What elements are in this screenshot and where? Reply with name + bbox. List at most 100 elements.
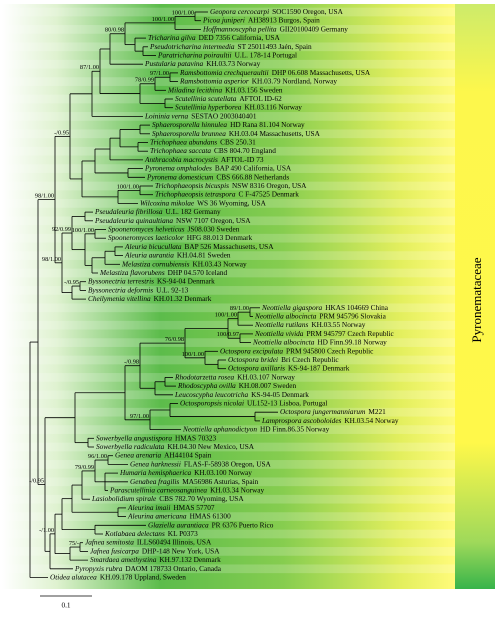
taxon-label: Trichophaea abundans CBS 250.31 [150, 137, 256, 146]
voucher: SOC1590 Oregon, USA [272, 7, 343, 16]
scale-label: 0.1 [61, 601, 70, 610]
voucher: AFTOL ID-62 [239, 94, 282, 103]
voucher: KH.01.32 Denmark [154, 294, 212, 303]
taxon-label: Sowerbyella angustispora HMAS 70323 [96, 433, 217, 442]
taxon-label: Spooneromyces laeticolor HFG 88.013 Denma… [108, 233, 253, 242]
row-stripe [2, 129, 455, 139]
taxon-label: Rhodotarzetta rosea KH.03.107 Norway [174, 372, 295, 381]
row-stripe [2, 59, 455, 69]
taxon-label: Genea arenaria AH44104 Spain [115, 450, 212, 459]
taxon-label: Pustularia patavina KH.03.73 Norway [144, 59, 261, 68]
species-name: Genabea fragilis [130, 476, 179, 485]
species-name: Paratricharina poiraultii [157, 50, 232, 59]
taxon-label: Parascutellinia carneosanguinea KH.03.34 … [109, 485, 265, 494]
voucher: KH.04.81 Sweden [177, 250, 231, 259]
taxon-label: Pyropyxis rubra DAOM 178733 Ontario, Cana… [74, 563, 222, 572]
voucher: KS-94-187 Denmark [288, 363, 350, 372]
voucher: CBS 804.70 England [214, 146, 276, 155]
taxon-label: Aleurina americana HMAS 61300 [127, 511, 231, 520]
support-value: 98/1.00 [35, 193, 54, 200]
row-stripe [2, 529, 455, 539]
species-name: Glaziella aurantiaca [148, 520, 209, 529]
species-name: Pyronema omphalodes [144, 163, 212, 172]
taxon-label: Lamprospora ascoboloides KH.03.54 Norway [261, 416, 399, 425]
voucher: HD Finn.99.18 Norway [317, 337, 387, 346]
voucher: FLAS-F-58938 Oregon, USA [184, 459, 272, 468]
species-name: Octosporopsis nicolai [180, 398, 244, 407]
voucher: KH.03.156 Sweden [225, 85, 283, 94]
species-name: Tricharina gilva [148, 33, 196, 42]
species-name: Trichophaeopsis tetraspora [155, 189, 236, 198]
voucher: KH.08.007 Sweden [239, 381, 297, 390]
species-name: Byssonectria terrestris [88, 276, 154, 285]
row-stripe [2, 407, 455, 417]
taxon-label: Smardaea amethystina KH.97.132 Denmark [90, 555, 221, 564]
row-stripe [2, 181, 455, 191]
voucher: KH.03.04 Massachusetts, USA [229, 128, 321, 137]
taxon-label: Cheilymenia vitellina KH.01.32 Denmark [88, 294, 212, 303]
voucher: HFG 88.013 Denmark [187, 233, 253, 242]
voucher: DAOM 178733 Ontario, Canada [125, 563, 221, 572]
row-stripe [2, 286, 455, 295]
voucher: PRM 945796 Slovakia [319, 311, 386, 320]
voucher: KH.03.34 Norway [210, 485, 264, 494]
row-stripe [2, 390, 455, 400]
row-stripe [2, 303, 455, 313]
voucher: JS08.030 Sweden [188, 224, 240, 233]
tree: 98/1.00-/0.9587/1.0080/0.98100/1.00100/1… [29, 7, 399, 582]
taxon-label: Sowerbyella radiculata KH.04.30 New Mexic… [96, 442, 255, 451]
taxon-label: Octospora jungermanniarum M221 [280, 407, 386, 416]
taxon-label: Paratricharina poiraultii U.L. 178-14 Por… [157, 50, 297, 59]
taxon-label: Humaria hemisphaerica KH.03.100 Norway [119, 468, 252, 477]
taxon-label: Neottiella gigaspora HKAS 104669 China [261, 302, 389, 311]
taxon-label: Wilcoxina mikolae WS 36 Wyoming, USA [140, 198, 267, 207]
species-name: Scutellinia scutellata [175, 94, 237, 103]
species-name: Aleuria aurantia [124, 250, 174, 259]
row-stripe [2, 268, 455, 278]
species-name: Rhodotarzetta rosea [174, 372, 234, 381]
voucher: KH.03.54 Norway [344, 416, 398, 425]
taxon-label: Scutellinia scutellata AFTOL ID-62 [175, 94, 282, 103]
voucher: SESTAO 2003040401 [191, 111, 257, 120]
support-value: -/0.98 [124, 359, 139, 366]
voucher: KH.03.43 Norway [193, 259, 247, 268]
voucher: AFTOL-ID 73 [221, 155, 264, 164]
taxon-label: Pyronema domesticum CBS 666.88 Netherland… [146, 172, 289, 181]
species-name: Lamprospora ascoboloides [261, 416, 342, 425]
row-stripe [2, 320, 455, 330]
support-value: 100/1.00 [72, 227, 94, 234]
taxon-label: Genea harknessii FLAS-F-58938 Oregon, USA [130, 459, 272, 468]
species-name: Octospora axillaris [228, 363, 285, 372]
voucher: U.L. 178-14 Portugal [235, 50, 297, 59]
voucher: KH.97.132 Denmark [159, 555, 221, 564]
support-value: -/1.00 [39, 527, 54, 534]
voucher: KH.03.116 Norway [244, 102, 302, 111]
support-value: 79/0.99 [75, 464, 94, 471]
taxon-label: Octospora excipulata PRM 945800 Czech Rep… [220, 346, 374, 355]
support-value: 100/1.00 [172, 9, 194, 16]
voucher: KH.03.100 Norway [194, 468, 252, 477]
row-stripe [2, 94, 455, 104]
species-name: Sphaerosporella brunnea [152, 128, 226, 137]
row-stripe [2, 42, 455, 52]
taxon-label: Geopora cercocarpi SOC1590 Oregon, USA [210, 7, 344, 16]
voucher: KH.03.79 Nordland, Norway [252, 76, 338, 85]
taxon-label: Octosporopsis nicolai UL152-13 Lisboa, Po… [180, 398, 327, 407]
species-name: Aleurina imaii [127, 503, 170, 512]
species-name: Picoa juniperi [202, 15, 245, 24]
support-value: 92/0.99 [52, 226, 71, 233]
species-name: Ramsbottomia crechqueraultii [179, 68, 269, 77]
species-name: Genea harknessii [130, 459, 181, 468]
voucher: KH.03.107 Norway [237, 372, 295, 381]
support-value: 97/1.00 [150, 70, 169, 77]
voucher: PRM 945797 Czech Republic [306, 329, 394, 338]
species-name: Sowerbyella radiculata [96, 442, 165, 451]
row-stripe [2, 199, 455, 208]
taxon-label: Otidea alutacea KH.09.178 Uppland, Sweden [50, 572, 186, 581]
support-value: -/0.95 [54, 129, 69, 136]
taxon-label: Octospora axillaris KS-94-187 Denmark [228, 363, 350, 372]
taxon-label: Loininia verna SESTAO 2003040401 [144, 111, 257, 120]
family-label: Pyronemataceae [469, 257, 484, 342]
support-value: 98/1.00 [42, 256, 61, 263]
species-name: Sphaerosporella hinnulea [152, 120, 227, 129]
